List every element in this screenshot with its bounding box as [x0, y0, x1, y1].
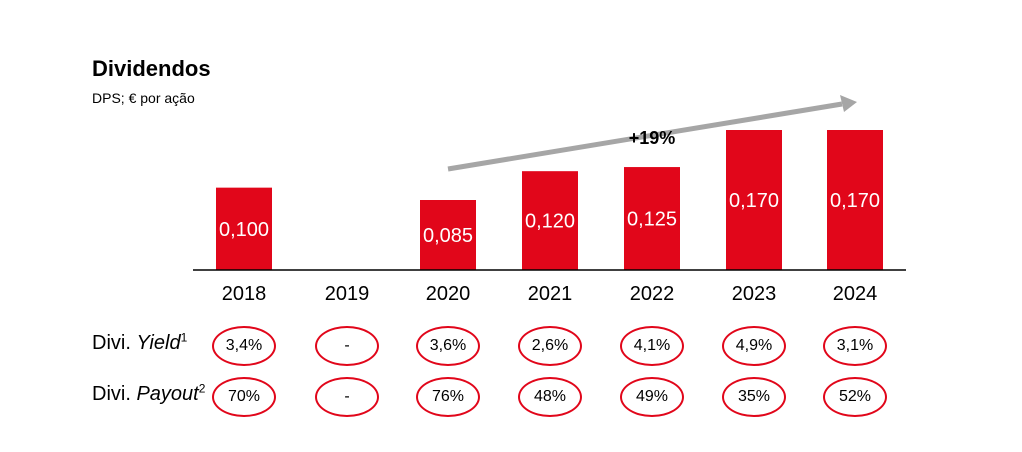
- trend-arrowhead: [840, 95, 857, 112]
- bar-2024: [827, 130, 883, 270]
- x-tick-label-2018: 2018: [222, 283, 267, 305]
- x-tick-label-2021: 2021: [528, 283, 573, 305]
- payout-value-2022: 49%: [620, 377, 684, 417]
- yield-value-2024: 3,1%: [823, 326, 887, 366]
- bar-value-label-2024: 0,170: [830, 190, 880, 212]
- bar-value-label-2021: 0,120: [525, 211, 575, 233]
- yield-value-2022: 4,1%: [620, 326, 684, 366]
- payout-value-2020: 76%: [416, 377, 480, 417]
- bar-2022: [624, 167, 680, 270]
- payout-value-2019: -: [315, 377, 379, 417]
- payout-value-2024: 52%: [823, 377, 887, 417]
- chart-subtitle: DPS; € por ação: [92, 90, 195, 106]
- payout-row-label: Divi. Payout2: [92, 381, 206, 405]
- x-tick-label-2019: 2019: [325, 283, 370, 305]
- x-tick-label-2020: 2020: [426, 283, 471, 305]
- bar-value-label-2020: 0,085: [423, 225, 473, 247]
- bar-2023: [726, 130, 782, 270]
- yield-value-2023: 4,9%: [722, 326, 786, 366]
- yield-value-2019: -: [315, 326, 379, 366]
- trend-arrow: [447, 101, 843, 172]
- payout-value-2018: 70%: [212, 377, 276, 417]
- trend-label: +19%: [629, 128, 676, 148]
- bar-value-label-2023: 0,170: [729, 190, 779, 212]
- yield-value-2021: 2,6%: [518, 326, 582, 366]
- yield-value-2020: 3,6%: [416, 326, 480, 366]
- bar-value-label-2022: 0,125: [627, 209, 677, 231]
- yield-row-label: Divi. Yield1: [92, 330, 188, 354]
- x-tick-label-2024: 2024: [833, 283, 878, 305]
- bar-2018: [216, 187, 272, 270]
- x-tick-label-2023: 2023: [732, 283, 777, 305]
- payout-value-2021: 48%: [518, 377, 582, 417]
- chart-title: Dividendos: [92, 56, 211, 81]
- yield-value-2018: 3,4%: [212, 326, 276, 366]
- bar-2020: [420, 200, 476, 270]
- payout-value-2023: 35%: [722, 377, 786, 417]
- x-tick-label-2022: 2022: [630, 283, 675, 305]
- bar-2021: [522, 171, 578, 270]
- bar-value-label-2018: 0,100: [219, 219, 269, 241]
